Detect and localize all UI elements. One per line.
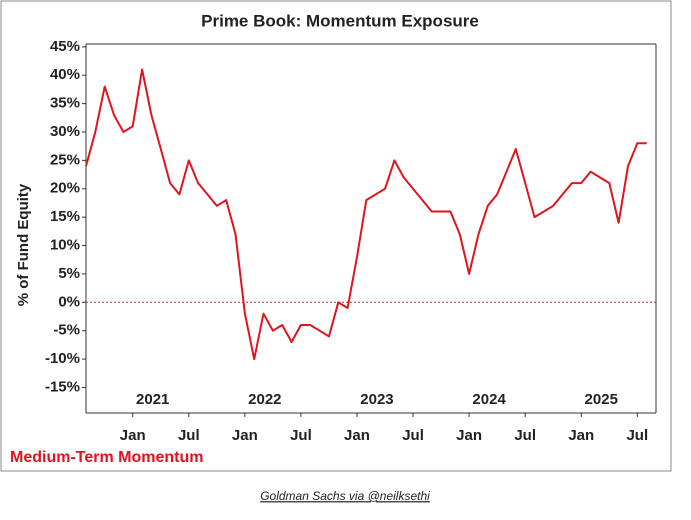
legend-entry: Medium-Term Momentum	[10, 449, 203, 466]
y-tick-label: 30%	[50, 123, 80, 140]
y-tick-label: 25%	[50, 151, 80, 168]
x-tick-label: Jan	[344, 427, 370, 444]
y-axis-label: % of Fund Equity	[15, 183, 32, 306]
year-label: 2024	[472, 391, 506, 408]
y-tick-label: -10%	[45, 350, 80, 367]
x-tick-label: Jan	[232, 427, 258, 444]
year-label: 2021	[136, 391, 169, 408]
y-tick-label: -15%	[45, 378, 80, 395]
y-tick-label: 0%	[58, 293, 80, 310]
year-label: 2025	[585, 391, 618, 408]
x-tick-label: Jan	[568, 427, 594, 444]
x-tick-label: Jul	[626, 427, 648, 444]
chart-title: Prime Book: Momentum Exposure	[201, 11, 479, 30]
y-tick-label: 45%	[50, 38, 80, 55]
x-tick-label: Jan	[456, 427, 482, 444]
x-tick-label: Jul	[290, 427, 312, 444]
frame	[0, 0, 672, 472]
line-series	[85, 68, 647, 361]
y-tick-label: -5%	[53, 322, 80, 339]
x-tick-label: Jul	[178, 427, 200, 444]
x-tick-label: Jan	[120, 427, 146, 444]
caption: Goldman Sachs via @neilksethi	[260, 489, 430, 503]
y-tick-label: 35%	[50, 95, 80, 112]
x-tick-label: Jul	[402, 427, 424, 444]
year-label: 2023	[360, 391, 393, 408]
x-tick-label: Jul	[514, 427, 536, 444]
y-tick-label: 20%	[50, 180, 80, 197]
y-tick-label: 10%	[50, 236, 80, 253]
y-tick-label: 5%	[58, 265, 80, 282]
year-label: 2022	[248, 391, 281, 408]
y-tick-label: 40%	[50, 66, 80, 83]
y-tick-label: 15%	[50, 208, 80, 225]
